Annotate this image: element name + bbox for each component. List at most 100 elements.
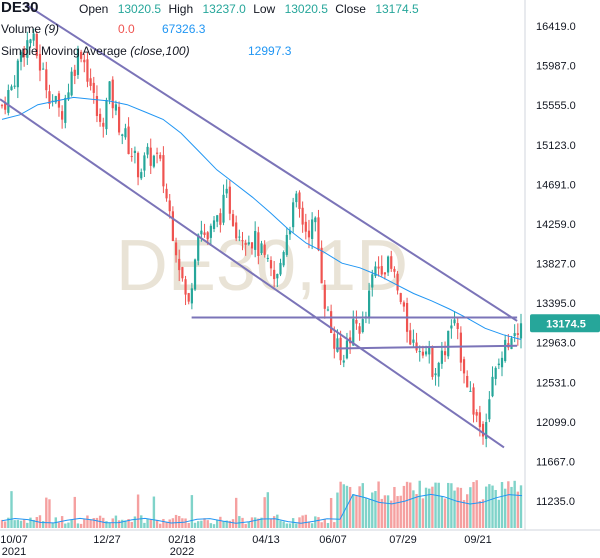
sma-value: 12997.3: [248, 44, 292, 58]
candle-body: [317, 217, 320, 251]
candle-body: [89, 78, 92, 86]
trendlines[interactable]: [0, 3, 518, 449]
volume-bar: [263, 497, 266, 528]
volume-bar: [244, 524, 247, 528]
candle-body: [428, 347, 431, 355]
candle-body: [333, 333, 336, 349]
candle-body: [197, 234, 200, 261]
volume-bar: [440, 496, 444, 528]
volume-bar: [114, 515, 118, 528]
candle-body: [61, 111, 64, 120]
trendline-upper-channel[interactable]: [25, 3, 518, 322]
candle-body: [108, 81, 111, 100]
volume-bar: [367, 499, 371, 528]
candle-body: [38, 53, 42, 71]
candles: [0, 28, 523, 448]
volume-bar: [22, 519, 26, 528]
candle-body: [200, 230, 203, 235]
volume-bar: [48, 499, 51, 528]
candle-body: [355, 319, 358, 324]
symbol-title: DE30: [1, 0, 39, 16]
candle-body: [212, 220, 216, 229]
volume-bar: [238, 516, 241, 528]
candle-body: [238, 236, 241, 238]
candle-body: [513, 333, 516, 336]
candle-body: [500, 357, 504, 368]
price-tick-3: 15123.0: [536, 140, 576, 152]
volume-bar: [288, 523, 292, 528]
volume-bar: [124, 520, 127, 528]
time-tick-4: 06/07: [319, 534, 347, 546]
volume-value-2: 67326.3: [162, 22, 206, 36]
volume-bar: [462, 500, 466, 528]
candle-body: [314, 217, 317, 223]
candle-body: [393, 268, 396, 272]
candle-body: [178, 258, 181, 271]
candle-body: [304, 221, 307, 232]
volume-bar: [513, 480, 516, 528]
volume-bar: [500, 482, 504, 528]
watermark: DE30,1D: [116, 226, 408, 306]
volume-bar: [200, 520, 203, 528]
candle-body: [171, 211, 174, 242]
volume-bar: [184, 518, 187, 528]
volume-bar: [405, 481, 409, 528]
volume-bar: [507, 481, 510, 528]
ohlc-legend: Open 13020.5 High 13237.0 Low 13020.5 Cl…: [79, 2, 419, 16]
trendline-lower-channel[interactable]: [0, 98, 505, 449]
candle-body: [80, 51, 83, 59]
volume-label: Volume: [1, 22, 42, 36]
candle-body: [307, 230, 311, 238]
volume-bar: [355, 495, 358, 528]
volume-bar: [32, 519, 35, 528]
candle-body: [371, 274, 374, 288]
candle-body: [165, 188, 168, 199]
volume-bar: [219, 516, 222, 528]
candle-body: [386, 256, 390, 273]
volume-bar: [301, 515, 304, 528]
candle-body: [462, 359, 466, 374]
volume-bar: [228, 520, 232, 528]
volume-bar: [35, 517, 39, 528]
volume-bar: [222, 521, 225, 528]
candle-body: [269, 260, 273, 269]
volume-bar: [336, 492, 339, 528]
time-tick-year-2: 2022: [170, 546, 194, 558]
price-tick-9: 12531.0: [536, 377, 576, 389]
volume-bar: [383, 495, 387, 528]
volume-bar: [159, 523, 162, 528]
candle-body: [516, 333, 519, 335]
candle-body: [434, 373, 437, 376]
candle-body: [285, 234, 288, 255]
open-label: Open: [79, 2, 109, 16]
volume-bar: [193, 522, 197, 528]
candle-body: [510, 338, 513, 350]
candle-body: [443, 351, 447, 356]
candle-body: [102, 122, 105, 127]
candle-body: [361, 319, 364, 332]
trendline-support[interactable]: [335, 344, 518, 350]
candle-body: [358, 326, 361, 334]
candle-body: [95, 96, 99, 116]
candle-body: [181, 267, 184, 279]
price-tick-7: 13395.0: [536, 298, 576, 310]
candle-body: [276, 274, 279, 279]
price-tick-0: 16419.0: [536, 21, 576, 33]
volume-bar: [342, 484, 345, 528]
candle-body: [456, 323, 459, 329]
close-value: 13174.5: [375, 2, 419, 16]
candle-body: [92, 82, 95, 93]
candle-body: [453, 319, 456, 324]
candle-body: [149, 147, 152, 166]
price-axis[interactable]: 16419.0 15987.0 15555.0 15123.0 14691.0 14259…: [524, 0, 576, 530]
candle-body: [76, 48, 80, 75]
candle-body: [396, 273, 399, 291]
candle-body: [424, 351, 428, 355]
volume-bar: [434, 482, 437, 528]
candle-body: [409, 330, 412, 345]
volume-bar: [257, 518, 260, 528]
candle-body: [399, 293, 402, 302]
candle-body: [73, 69, 76, 76]
